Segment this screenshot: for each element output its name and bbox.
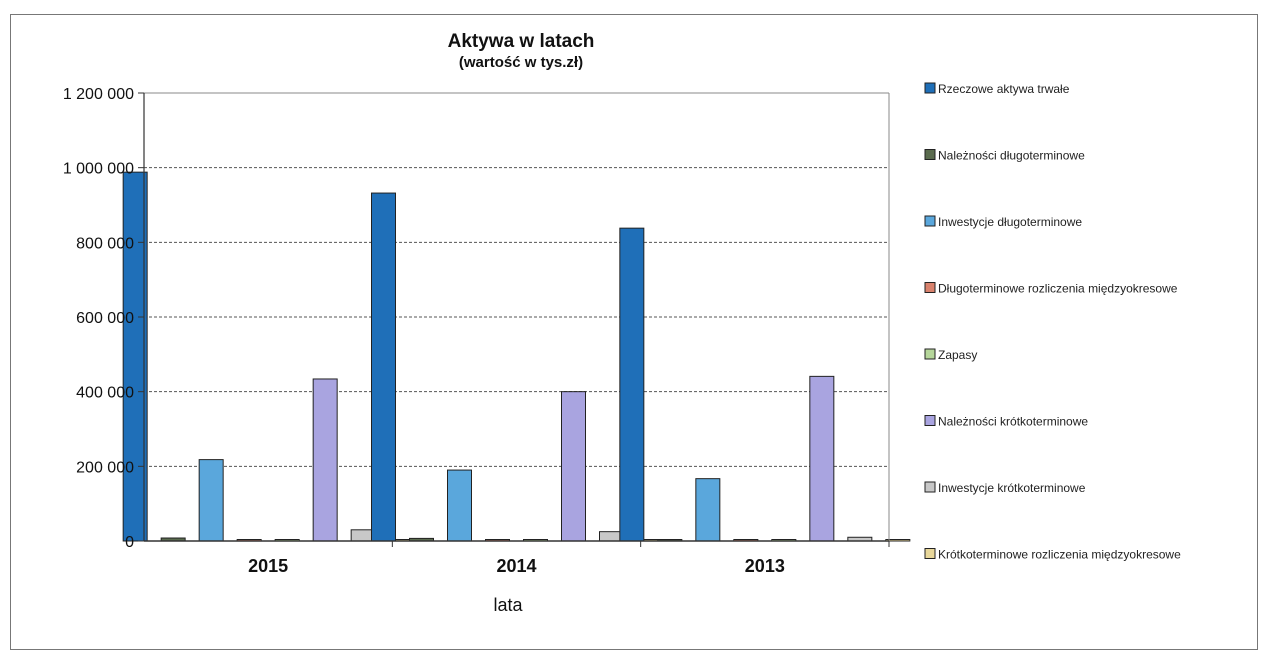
bar bbox=[371, 192, 396, 542]
bar bbox=[312, 378, 338, 542]
bars-layer bbox=[122, 171, 911, 542]
chart-frame: Aktywa w latach (wartość w tys.zł) lata … bbox=[10, 14, 1258, 650]
y-tick-label: 200 000 bbox=[76, 459, 134, 476]
legend-swatch bbox=[924, 415, 936, 426]
legend-label: Należności krótkoterminowe bbox=[938, 415, 1088, 429]
bar bbox=[695, 478, 721, 542]
legend-label: Rzeczowe aktywa trwałe bbox=[938, 82, 1070, 96]
chart-title: Aktywa w latach bbox=[448, 31, 595, 52]
chart-subtitle: (wartość w tys.zł) bbox=[459, 54, 583, 71]
legend-label: Należności długoterminowe bbox=[938, 149, 1085, 163]
legend-label: Inwestycje długoterminowe bbox=[938, 215, 1082, 229]
x-tick-label: 2013 bbox=[745, 556, 785, 576]
legend-label: Krótkoterminowe rozliczenia międzyokreso… bbox=[938, 548, 1181, 562]
bar bbox=[809, 375, 835, 542]
legend-label: Zapasy bbox=[938, 348, 977, 362]
bar bbox=[619, 227, 645, 542]
legend-swatch bbox=[924, 282, 936, 293]
x-axis-label: lata bbox=[493, 595, 523, 615]
y-tick-label: 600 000 bbox=[76, 310, 134, 327]
bar bbox=[122, 171, 148, 542]
legend-label: Inwestycje krótkoterminowe bbox=[938, 481, 1086, 495]
chart-svg: Aktywa w latach (wartość w tys.zł) lata … bbox=[63, 31, 1181, 615]
bar bbox=[447, 469, 472, 542]
legend-swatch bbox=[924, 82, 936, 94]
legend-swatch bbox=[924, 481, 936, 493]
axis-layer: 0 200 000 400 000 600 000 800 000 1 000 000 1 … bbox=[63, 86, 890, 576]
legend-swatch bbox=[924, 215, 936, 227]
y-tick-label: 1 000 000 bbox=[63, 161, 134, 178]
x-tick-label: 2014 bbox=[496, 556, 536, 576]
grid-layer bbox=[144, 92, 889, 467]
legend-label: Długoterminowe rozliczenia międzyokresow… bbox=[938, 282, 1178, 296]
y-tick-label: 1 200 000 bbox=[63, 86, 134, 103]
legend: Rzeczowe aktywa trwałe Należności długote… bbox=[924, 82, 1181, 562]
legend-swatch bbox=[924, 548, 936, 559]
x-tick-label: 2015 bbox=[248, 556, 288, 576]
y-tick-label: 0 bbox=[125, 534, 134, 551]
y-tick-label: 400 000 bbox=[76, 385, 134, 402]
bar bbox=[561, 391, 586, 542]
legend-swatch bbox=[924, 149, 936, 160]
bar bbox=[198, 459, 224, 542]
legend-swatch bbox=[924, 348, 936, 360]
y-tick-label: 800 000 bbox=[76, 235, 134, 252]
